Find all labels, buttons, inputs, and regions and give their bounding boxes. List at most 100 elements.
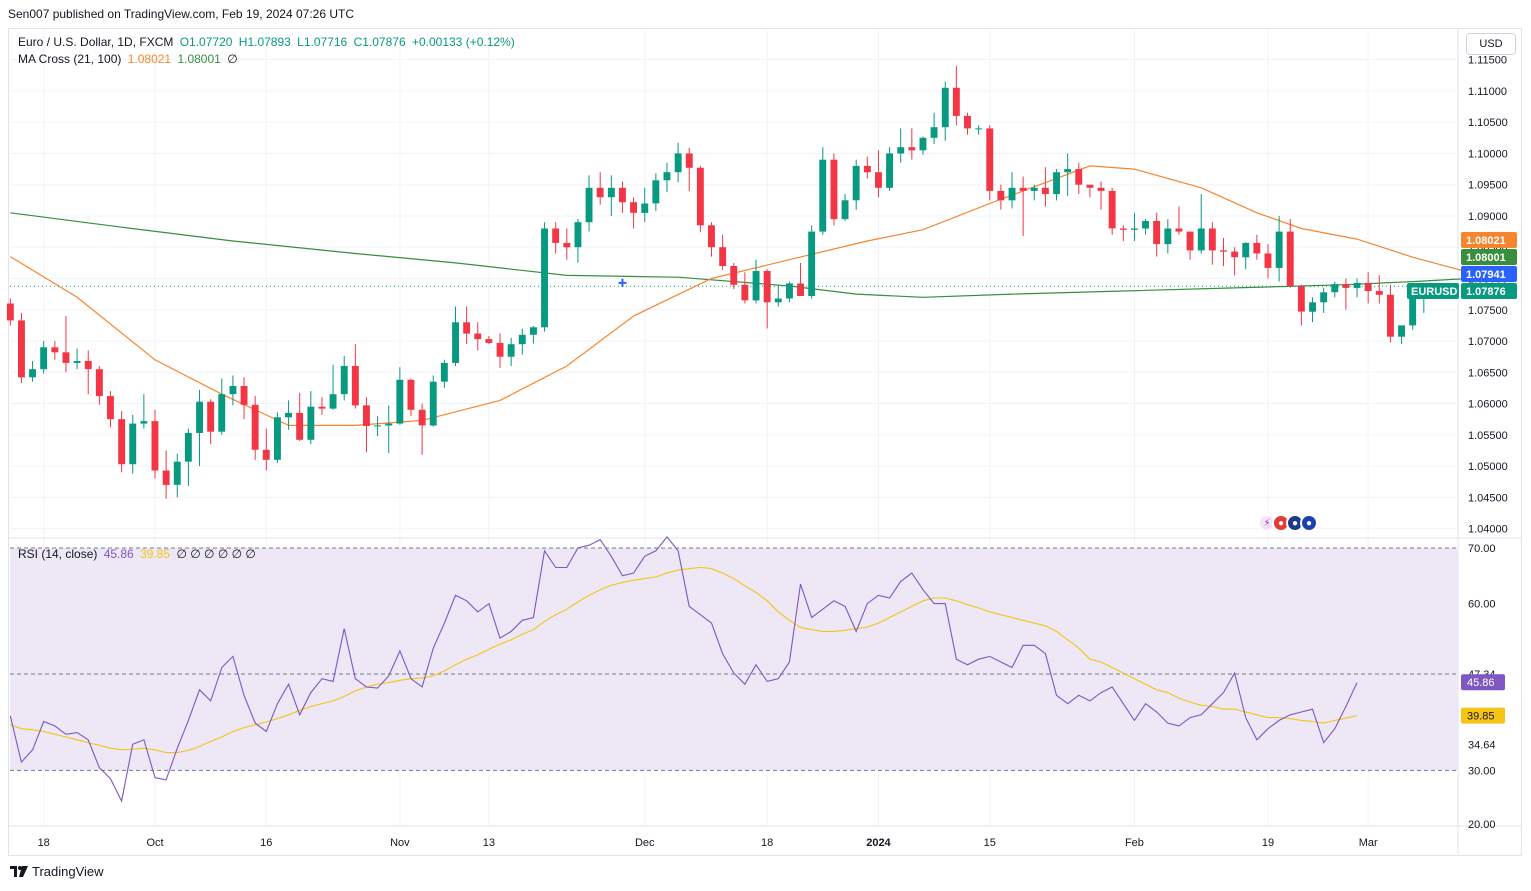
candle-body <box>607 187 615 198</box>
candle-body <box>1008 187 1016 201</box>
candle-body <box>340 366 348 395</box>
ma-legend: MA Cross (21, 100) 1.08021 1.08001 ∅ <box>18 52 241 66</box>
candle-body <box>1398 325 1405 337</box>
candle-body <box>685 153 693 168</box>
candle <box>797 262 804 296</box>
candle <box>1320 287 1328 313</box>
candle <box>296 392 304 442</box>
candle <box>340 356 348 401</box>
rsi-tick-label: 34.64 <box>1468 740 1496 752</box>
candle-body <box>396 379 404 424</box>
candle-body <box>162 470 170 485</box>
candle <box>585 175 593 232</box>
candle <box>552 222 560 254</box>
candle-body <box>563 242 571 248</box>
rsi-label[interactable]: RSI (14, close) <box>18 547 98 561</box>
candle-body <box>463 322 471 334</box>
candle-body <box>274 417 281 460</box>
candle <box>6 298 14 326</box>
candle-body <box>786 283 793 299</box>
candle-body <box>808 231 816 296</box>
price-tick-label: 1.04000 <box>1468 524 1508 536</box>
ma-extra-value: ∅ <box>227 52 238 66</box>
candle-body <box>930 127 938 138</box>
time-tick-label: 18 <box>38 837 50 849</box>
candle <box>29 361 36 382</box>
close-value: C1.07876 <box>353 35 406 49</box>
candle-body <box>819 159 827 232</box>
candle-body <box>708 225 715 248</box>
candle <box>418 403 426 455</box>
candle <box>1242 242 1250 270</box>
candle <box>708 222 715 257</box>
price-label-box <box>1461 232 1517 248</box>
candle <box>1019 176 1027 236</box>
candle <box>318 397 326 415</box>
rsi-line <box>9 536 1358 803</box>
time-tick-label: Nov <box>390 837 410 849</box>
candle-body <box>40 347 48 370</box>
candle-body <box>1142 221 1149 229</box>
price-tick-label: 1.05000 <box>1468 461 1508 473</box>
candle-body <box>663 172 671 181</box>
time-tick-label: Dec <box>635 837 655 849</box>
candle-body <box>1019 187 1027 191</box>
candle <box>84 350 92 395</box>
candle <box>1398 325 1405 345</box>
candle-body <box>51 347 59 353</box>
candle-body <box>251 404 259 450</box>
candle-body <box>1309 302 1316 312</box>
candle-body <box>986 128 994 191</box>
candle <box>1075 162 1083 195</box>
candle <box>919 136 927 155</box>
candle-body <box>630 202 637 213</box>
candle-body <box>496 342 504 357</box>
candle-body <box>1297 286 1305 312</box>
candle <box>485 336 493 345</box>
eu-flag-icon-2[interactable]: ● <box>1300 514 1318 532</box>
candle-body <box>173 461 181 485</box>
symbol-title[interactable]: Euro / U.S. Dollar, 1D, FXCM <box>18 35 174 49</box>
candle <box>1131 212 1138 241</box>
candle <box>162 450 170 499</box>
candle <box>786 281 793 303</box>
candle-body <box>474 333 482 340</box>
event-badges[interactable]: ⚡ ● ● ● <box>1258 514 1318 532</box>
candle-body <box>875 172 882 188</box>
candle <box>518 328 526 355</box>
candle <box>1375 275 1383 304</box>
candle <box>95 366 103 405</box>
candle-body <box>1375 291 1383 295</box>
candle-body <box>941 87 949 128</box>
candle <box>1008 172 1016 209</box>
candle <box>1220 237 1227 266</box>
low-value: L1.07716 <box>297 35 348 49</box>
candle <box>574 219 582 263</box>
candle <box>652 173 660 211</box>
rsi-ma-line <box>10 566 1358 754</box>
candle <box>1119 225 1127 241</box>
rsi-ma-value: 39.85 <box>140 547 171 561</box>
candle <box>741 272 749 304</box>
candle-body <box>1164 228 1172 245</box>
rsi-value-box <box>1461 674 1505 691</box>
time-tick-label: 15 <box>984 837 996 849</box>
candle <box>1064 153 1072 196</box>
candle <box>1053 169 1060 201</box>
footer: TradingView <box>10 864 104 879</box>
candle-body <box>363 405 370 426</box>
candle-body <box>18 320 25 378</box>
candle-body <box>1108 190 1116 229</box>
ma-label[interactable]: MA Cross (21, 100) <box>18 52 122 66</box>
currency-button[interactable]: USD <box>1466 33 1516 55</box>
candle <box>129 414 137 474</box>
ma-fast-value: 1.08021 <box>127 52 172 66</box>
candle-body <box>763 271 771 303</box>
symbol-tag-box <box>1407 283 1459 299</box>
candle-body <box>797 283 804 296</box>
candle <box>1342 278 1350 310</box>
rsi-tick-label: 70.00 <box>1468 543 1496 555</box>
candle-body <box>841 200 849 220</box>
candle <box>1331 281 1339 298</box>
